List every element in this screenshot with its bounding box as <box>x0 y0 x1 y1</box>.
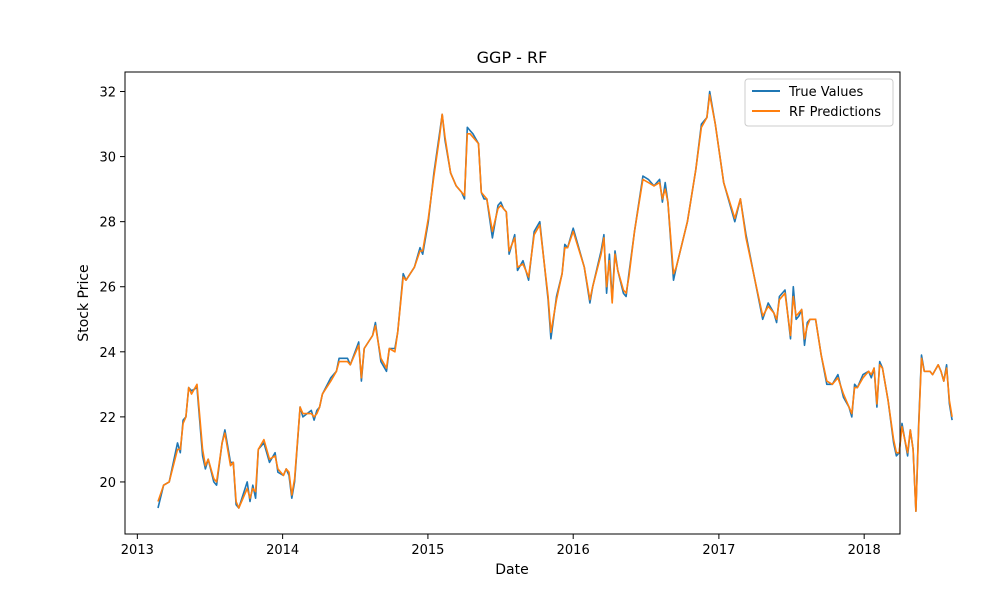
plot-area <box>125 72 900 534</box>
chart-title: GGP - RF <box>477 48 548 67</box>
y-tick-label: 22 <box>99 411 116 426</box>
y-tick-label: 28 <box>99 216 116 231</box>
y-tick-label: 32 <box>99 86 116 101</box>
x-tick-label: 2015 <box>411 543 444 558</box>
series-line-rf-predictions <box>157 94 953 513</box>
legend-box <box>744 78 894 127</box>
legend-label-true-values: True Values <box>788 85 863 100</box>
y-axis: 20 22 24 26 28 30 32 <box>99 86 125 491</box>
y-tick-label: 26 <box>99 281 116 296</box>
x-tick-label: 2018 <box>848 543 881 558</box>
legend-label-rf-predictions: RF Predictions <box>789 105 881 120</box>
plot-frame <box>124 71 901 535</box>
x-axis-label: Date <box>495 562 528 578</box>
x-tick-label: 2014 <box>266 543 299 558</box>
y-tick-label: 20 <box>99 476 116 491</box>
legend: True Values RF Predictions <box>744 78 894 127</box>
x-tick-label: 2016 <box>557 543 590 558</box>
x-axis: 2013 2014 2015 2016 2017 2018 <box>121 534 881 558</box>
series-layer <box>157 90 953 513</box>
y-axis-label: Stock Price <box>76 264 92 341</box>
x-tick-label: 2017 <box>702 543 735 558</box>
y-tick-label: 30 <box>99 151 116 166</box>
x-tick-label: 2013 <box>121 543 154 558</box>
y-tick-label: 24 <box>99 346 116 361</box>
